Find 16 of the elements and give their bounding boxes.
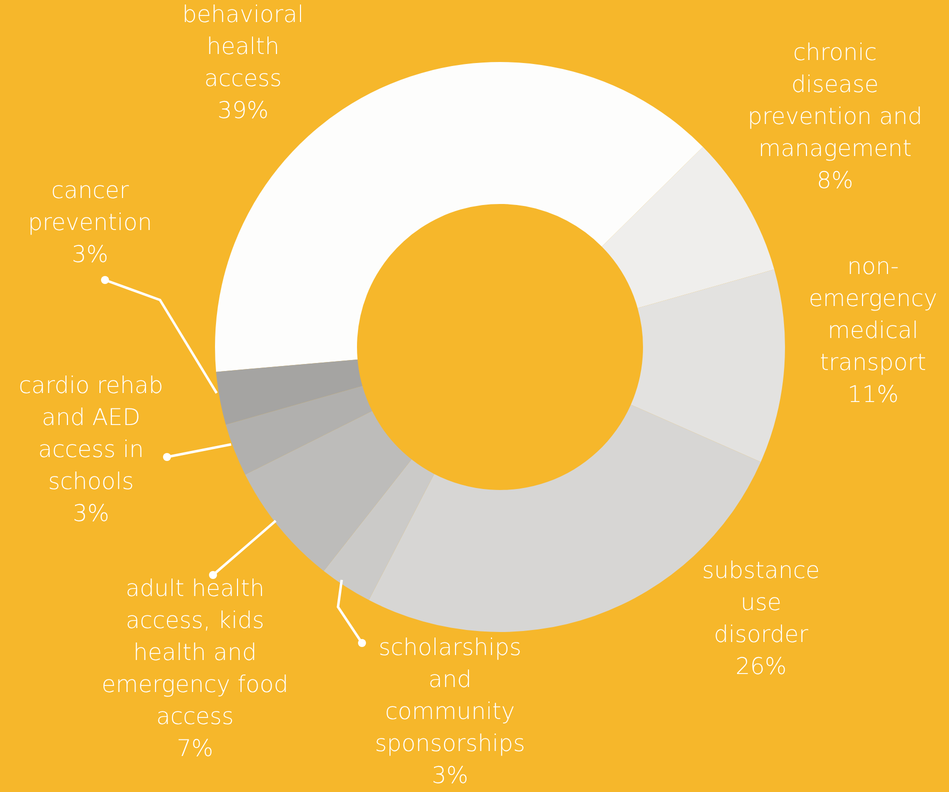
slice-label: cardio rehab and AED access in schools bbox=[18, 373, 164, 495]
slice-label: adult health access, kids health and emergency food access bbox=[102, 576, 288, 730]
slice-label: cancer prevention bbox=[28, 178, 152, 236]
slice-label: non-emergency medical transport bbox=[808, 254, 938, 376]
data-label: 3% bbox=[72, 501, 110, 527]
slice-label: substance use disorder bbox=[702, 558, 820, 648]
data-label: 8% bbox=[816, 168, 854, 194]
data-label: 39% bbox=[217, 98, 269, 124]
data-label: 3% bbox=[72, 242, 108, 268]
slice-label: chronic disease prevention and management bbox=[748, 40, 922, 162]
slice-label: behavioral health access bbox=[182, 2, 304, 92]
data-label: 26% bbox=[735, 654, 787, 680]
data-label: 7% bbox=[176, 736, 214, 762]
data-label: 3% bbox=[432, 763, 468, 789]
slice-label: scholarships and community sponsorships bbox=[374, 635, 526, 757]
data-label: 11% bbox=[847, 382, 899, 408]
